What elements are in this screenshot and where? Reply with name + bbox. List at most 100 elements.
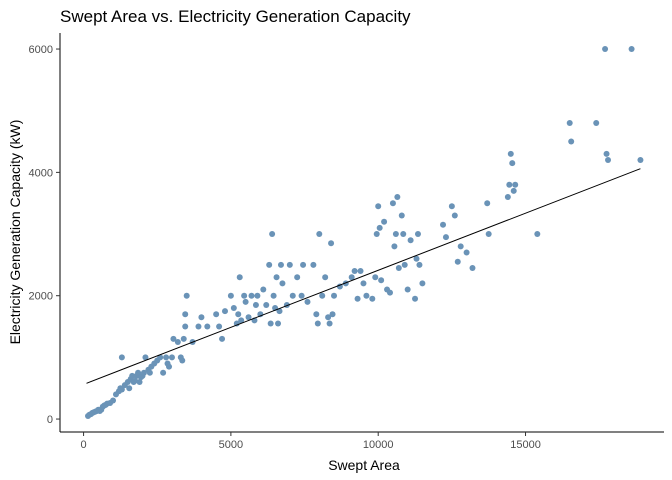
data-point xyxy=(401,261,408,268)
data-point xyxy=(419,280,426,287)
data-point xyxy=(195,323,202,330)
data-point xyxy=(485,231,492,238)
data-point xyxy=(277,261,284,268)
data-point xyxy=(160,369,167,376)
data-point xyxy=(180,335,187,342)
data-point xyxy=(110,397,117,404)
data-point xyxy=(322,274,329,281)
x-tick-label: 15000 xyxy=(510,439,541,451)
data-point xyxy=(407,237,414,244)
data-point xyxy=(398,212,405,219)
data-point xyxy=(275,320,282,327)
data-point xyxy=(313,311,320,318)
data-point xyxy=(457,243,464,250)
data-point xyxy=(221,308,228,315)
data-point xyxy=(227,292,234,299)
data-point xyxy=(325,314,332,321)
data-point xyxy=(391,243,398,250)
x-tick-label: 10000 xyxy=(363,439,394,451)
data-point xyxy=(392,231,399,238)
data-point xyxy=(504,194,511,201)
data-point xyxy=(294,274,301,281)
data-point xyxy=(273,274,280,281)
data-point xyxy=(376,224,383,231)
data-point xyxy=(157,354,164,361)
data-point xyxy=(135,369,142,376)
data-point xyxy=(310,261,317,268)
data-point xyxy=(568,138,575,145)
data-point xyxy=(603,150,610,157)
data-point xyxy=(454,258,461,265)
data-point xyxy=(254,292,261,299)
data-points xyxy=(84,46,644,419)
data-point xyxy=(213,311,220,318)
data-point xyxy=(351,268,358,275)
data-point xyxy=(440,221,447,228)
data-point xyxy=(136,379,143,386)
data-point xyxy=(267,320,274,327)
data-point xyxy=(260,286,267,293)
data-point xyxy=(118,386,125,393)
data-point xyxy=(276,308,283,315)
data-point xyxy=(198,314,205,321)
data-point xyxy=(126,385,133,392)
data-point xyxy=(378,277,385,284)
data-point xyxy=(413,255,420,262)
data-point xyxy=(593,120,600,127)
data-point xyxy=(357,268,364,275)
data-point xyxy=(414,231,421,238)
data-point xyxy=(168,354,175,361)
data-point xyxy=(329,311,336,318)
y-tick-label: 6000 xyxy=(29,44,53,56)
data-point xyxy=(219,335,226,342)
data-point xyxy=(142,354,149,361)
data-point xyxy=(319,292,326,299)
data-point xyxy=(363,292,370,299)
x-axis-title: Swept Area xyxy=(328,457,400,473)
data-point xyxy=(286,261,293,268)
data-point xyxy=(263,301,270,308)
data-point xyxy=(484,200,491,207)
data-point xyxy=(129,372,136,379)
data-point xyxy=(170,335,177,342)
data-point xyxy=(166,363,173,370)
data-point xyxy=(375,203,382,210)
data-point xyxy=(298,292,305,299)
data-point xyxy=(241,292,248,299)
data-point xyxy=(300,261,307,268)
data-point xyxy=(328,240,335,247)
data-point xyxy=(140,369,147,376)
x-tick-label: 5000 xyxy=(219,439,243,451)
data-point xyxy=(404,286,411,293)
data-point xyxy=(416,261,423,268)
data-point xyxy=(395,264,402,271)
data-point xyxy=(248,292,255,299)
y-axis-ticks: 0 2000 4000 6000 xyxy=(29,44,60,426)
data-point xyxy=(448,203,455,210)
data-point xyxy=(534,231,541,238)
data-point xyxy=(146,369,153,376)
data-point xyxy=(451,212,458,219)
data-point xyxy=(289,292,296,299)
data-point xyxy=(400,231,407,238)
data-point xyxy=(230,305,237,312)
data-point xyxy=(507,150,514,157)
data-point xyxy=(118,354,125,361)
data-point xyxy=(183,292,190,299)
data-point xyxy=(266,261,273,268)
data-point xyxy=(628,46,635,53)
y-axis-title: Electricity Generation Capacity (kW) xyxy=(7,120,23,345)
data-point xyxy=(238,317,245,324)
data-point xyxy=(637,157,644,164)
data-point xyxy=(316,231,323,238)
data-point xyxy=(326,320,333,327)
data-point xyxy=(269,231,276,238)
data-point xyxy=(602,46,609,53)
data-point xyxy=(412,295,419,302)
data-point xyxy=(509,160,516,167)
data-point xyxy=(179,357,186,364)
data-point xyxy=(372,274,379,281)
data-point xyxy=(512,181,519,188)
data-point xyxy=(236,274,243,281)
